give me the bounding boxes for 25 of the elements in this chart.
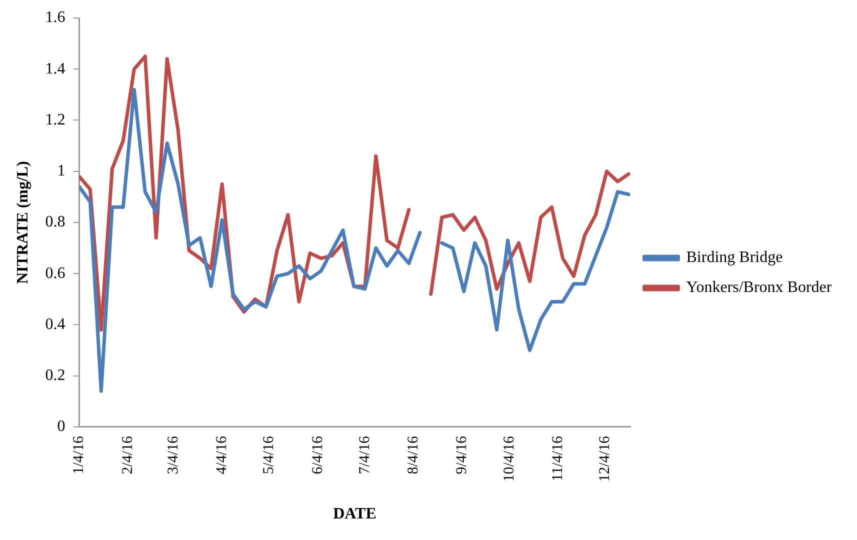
x-tick-label: 3/4/16 <box>165 435 182 474</box>
legend-label: Yonkers/Bronx Border <box>686 279 832 296</box>
x-tick-label: 4/4/16 <box>214 435 230 474</box>
y-tick-label: 0.6 <box>45 264 66 282</box>
x-tick-label: 7/4/16 <box>356 435 373 474</box>
x-tick-label: 6/4/16 <box>310 435 326 474</box>
x-tick-label: 9/4/16 <box>454 435 470 474</box>
y-tick-label: 1.2 <box>45 111 66 128</box>
x-tick-label: 11/4/16 <box>550 435 566 482</box>
x-axis-title: DATE <box>333 506 376 523</box>
y-tick-label: 0 <box>57 418 66 436</box>
y-tick-label: 1.6 <box>45 9 66 26</box>
x-tick-label: 12/4/16 <box>597 435 614 482</box>
x-tick-label: 2/4/16 <box>120 435 136 474</box>
legend-label: Birding Bridge <box>686 249 783 266</box>
y-tick-label: 0.4 <box>45 316 66 333</box>
y-tick-label: 1.4 <box>45 60 66 78</box>
y-tick-label: 0.2 <box>45 367 66 384</box>
x-tick-label: 8/4/16 <box>406 435 422 474</box>
y-tick-label: 1 <box>57 162 66 180</box>
y-axis-title: NITRATE (mg/L) <box>14 161 32 284</box>
x-tick-label: 1/4/16 <box>71 435 88 474</box>
x-tick-label: 5/4/16 <box>261 435 278 474</box>
y-tick-label: 0.8 <box>45 214 66 231</box>
x-tick-label: 10/4/16 <box>501 435 518 482</box>
